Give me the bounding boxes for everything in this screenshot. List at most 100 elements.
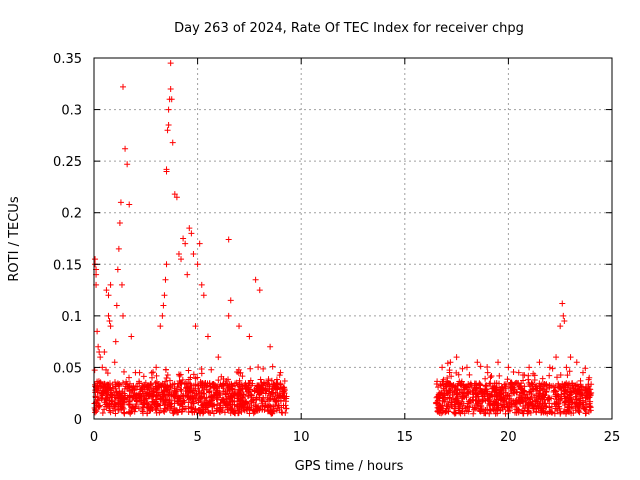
data-point xyxy=(96,348,103,355)
data-point xyxy=(272,383,279,390)
data-point xyxy=(92,389,99,396)
data-point xyxy=(583,395,590,402)
data-point xyxy=(182,405,189,412)
data-point xyxy=(490,399,497,406)
data-point xyxy=(525,407,532,414)
data-point xyxy=(153,396,160,403)
data-point xyxy=(579,369,586,376)
data-point xyxy=(437,381,444,388)
data-point xyxy=(445,389,452,396)
data-point xyxy=(562,398,569,405)
data-point xyxy=(455,400,462,407)
data-point xyxy=(479,396,486,403)
data-point xyxy=(194,261,201,268)
y-tick-label: 0.2 xyxy=(61,207,82,222)
data-point xyxy=(446,404,453,411)
data-point xyxy=(195,382,202,389)
data-point xyxy=(131,405,138,412)
data-point xyxy=(138,385,145,392)
data-point xyxy=(487,407,494,414)
data-point xyxy=(168,96,175,103)
data-point xyxy=(205,408,212,415)
data-point xyxy=(200,292,207,299)
data-point xyxy=(120,394,127,401)
data-point xyxy=(483,382,490,389)
data-point xyxy=(136,378,143,385)
data-point xyxy=(234,390,241,397)
data-point xyxy=(255,405,262,412)
data-point xyxy=(204,404,211,411)
data-point xyxy=(109,397,116,404)
data-point xyxy=(114,380,121,387)
data-point xyxy=(561,381,568,388)
data-point xyxy=(138,393,145,400)
data-point xyxy=(240,391,247,398)
data-point xyxy=(215,354,222,361)
data-point xyxy=(162,366,169,373)
data-point xyxy=(515,406,522,413)
data-point xyxy=(561,402,568,409)
data-point xyxy=(270,380,277,387)
data-point xyxy=(143,383,150,390)
data-point xyxy=(448,373,455,380)
data-point xyxy=(161,292,168,299)
data-point xyxy=(173,194,180,201)
data-point xyxy=(91,367,98,374)
data-point xyxy=(100,384,107,391)
data-point xyxy=(182,388,189,395)
data-point xyxy=(166,397,173,404)
data-point xyxy=(139,408,146,415)
data-point xyxy=(120,312,127,319)
data-point xyxy=(579,392,586,399)
data-point xyxy=(480,410,487,417)
data-point xyxy=(162,402,169,409)
data-point xyxy=(273,376,280,383)
data-point xyxy=(449,383,456,390)
data-point xyxy=(573,390,580,397)
data-point xyxy=(549,365,556,372)
data-point xyxy=(246,404,253,411)
data-point xyxy=(501,381,508,388)
data-point xyxy=(525,380,532,387)
data-point xyxy=(477,363,484,370)
chart-title: Day 263 of 2024, Rate Of TEC Index for r… xyxy=(174,21,524,36)
data-point xyxy=(458,380,465,387)
data-point xyxy=(164,392,171,399)
data-point xyxy=(94,393,101,400)
data-point xyxy=(260,394,267,401)
data-point xyxy=(518,394,525,401)
data-point xyxy=(523,397,530,404)
data-point xyxy=(169,381,176,388)
data-point xyxy=(205,409,212,416)
data-point xyxy=(200,390,207,397)
data-point xyxy=(113,302,120,309)
data-point xyxy=(99,364,106,371)
data-point xyxy=(187,404,194,411)
data-point xyxy=(203,399,210,406)
data-point xyxy=(106,394,113,401)
data-point xyxy=(254,382,261,389)
data-point xyxy=(553,354,560,361)
data-point xyxy=(166,377,173,384)
data-point xyxy=(484,388,491,395)
data-point xyxy=(112,385,119,392)
data-point xyxy=(142,379,149,386)
data-point xyxy=(125,408,132,415)
data-point xyxy=(190,250,197,257)
data-point xyxy=(587,404,594,411)
data-point xyxy=(444,398,451,405)
data-point xyxy=(225,236,232,243)
data-point xyxy=(230,409,237,416)
data-point xyxy=(267,343,274,350)
data-point xyxy=(521,372,528,379)
data-point xyxy=(459,395,466,402)
data-point xyxy=(543,381,550,388)
data-point xyxy=(97,354,104,361)
data-point xyxy=(109,381,116,388)
data-point xyxy=(440,376,447,383)
data-point xyxy=(264,408,271,415)
data-point xyxy=(546,382,553,389)
data-point xyxy=(446,395,453,402)
data-point xyxy=(504,404,511,411)
data-point xyxy=(210,410,217,417)
